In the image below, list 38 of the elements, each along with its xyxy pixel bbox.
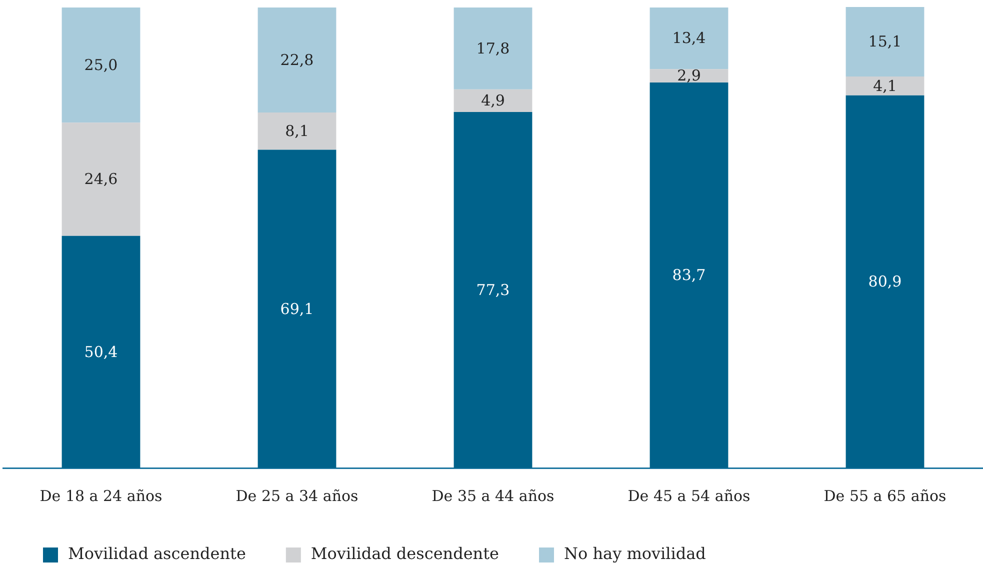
x-tick-label: De 25 a 34 años xyxy=(236,486,358,505)
bar xyxy=(650,82,728,468)
data-label: 69,1 xyxy=(280,300,314,318)
data-label: 15,1 xyxy=(868,32,902,51)
bar xyxy=(846,95,924,468)
legend-label: Movilidad descendente xyxy=(310,544,500,564)
bar xyxy=(62,7,140,123)
x-tick-label: De 55 a 65 años xyxy=(824,486,946,505)
data-label: 17,8 xyxy=(476,39,510,58)
bar xyxy=(454,112,532,468)
bar xyxy=(454,89,532,112)
data-label: 8,1 xyxy=(285,122,309,140)
data-label: 80,9 xyxy=(868,272,902,291)
bar xyxy=(258,112,336,150)
legend-label: Movilidad ascendente xyxy=(68,544,246,564)
bar xyxy=(62,122,140,236)
x-tick-label: De 45 a 54 años xyxy=(628,486,750,505)
data-label: 77,3 xyxy=(476,280,510,299)
bar xyxy=(846,76,924,96)
bar xyxy=(454,7,532,90)
data-label: 4,9 xyxy=(481,92,505,110)
data-label: 25,0 xyxy=(84,56,118,74)
x-tick-label: De 18 a 24 años xyxy=(40,486,162,505)
bar xyxy=(258,7,336,112)
data-label: 22,8 xyxy=(280,50,314,69)
data-label: 83,7 xyxy=(672,266,706,284)
data-label: 2,9 xyxy=(677,66,701,85)
legend-label: No hay movilidad xyxy=(564,544,706,564)
data-label: 50,4 xyxy=(84,342,118,361)
data-label: 13,4 xyxy=(672,29,706,48)
bar xyxy=(846,7,924,77)
data-label: 24,6 xyxy=(84,170,118,188)
bar xyxy=(62,236,140,468)
bar xyxy=(650,69,728,83)
data-label: 4,1 xyxy=(873,76,897,95)
x-tick-label: De 35 a 44 años xyxy=(432,486,554,505)
bar xyxy=(650,7,728,70)
bar xyxy=(258,150,336,468)
